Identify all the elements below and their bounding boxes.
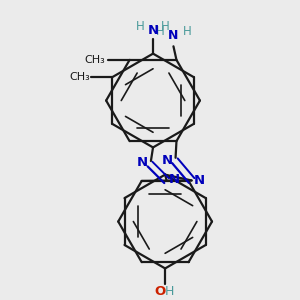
Text: CH₃: CH₃	[69, 72, 90, 82]
Text: N: N	[161, 154, 172, 167]
Text: H: H	[155, 25, 164, 38]
Text: N: N	[168, 29, 178, 42]
Text: N: N	[169, 173, 180, 186]
Text: N: N	[148, 24, 159, 37]
Text: H: H	[183, 25, 191, 38]
Text: N: N	[137, 156, 148, 169]
Text: H: H	[161, 20, 170, 33]
Text: CH₃: CH₃	[85, 55, 105, 65]
Text: H: H	[165, 285, 175, 298]
Text: H: H	[136, 20, 145, 33]
Text: N: N	[194, 174, 205, 187]
Text: O: O	[154, 285, 165, 298]
